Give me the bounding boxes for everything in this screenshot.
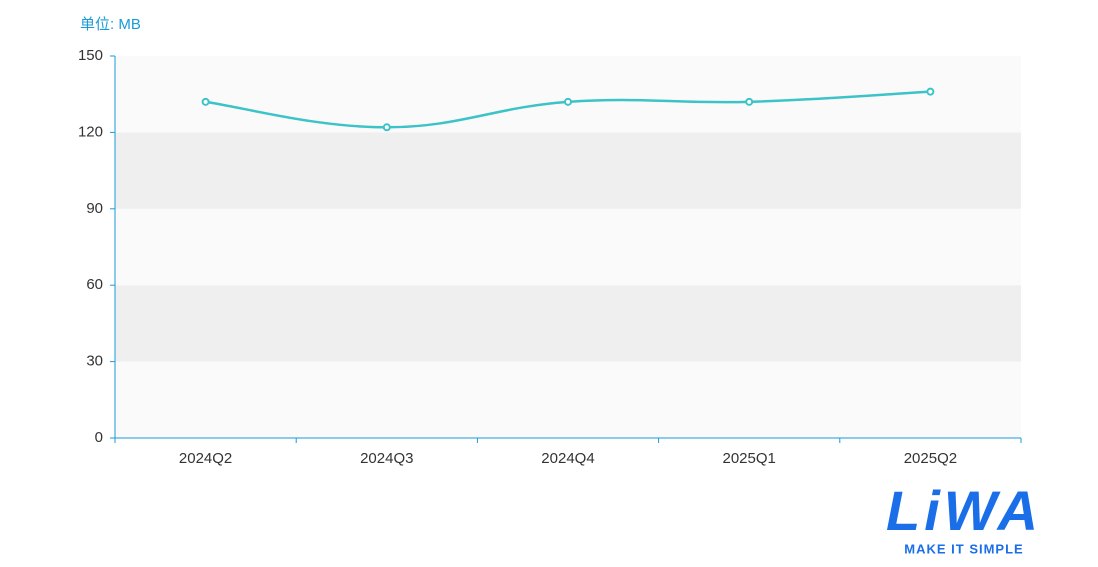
y-tick-label: 150 — [78, 47, 103, 64]
point — [201, 97, 210, 106]
logo-tagline: MAKE IT SIMPLE — [904, 541, 1023, 556]
split-area — [115, 56, 1021, 133]
y-tick-label: 120 — [78, 123, 103, 140]
x-tick-label: 2025Q2 — [904, 450, 957, 467]
split-area — [115, 132, 1021, 209]
x-tick-label: 2024Q2 — [179, 450, 232, 467]
y-tick-label: 0 — [95, 429, 103, 446]
split-area — [115, 361, 1021, 438]
x-tick-label: 2024Q3 — [360, 450, 413, 467]
split-area — [115, 208, 1021, 286]
unit-label: 单位: MB — [80, 16, 141, 33]
y-tick-label: 60 — [86, 276, 103, 293]
x-tick-label: 2024Q4 — [541, 450, 594, 467]
x-tick-label: 2025Q1 — [723, 450, 776, 467]
y-tick-label: 30 — [86, 353, 103, 370]
point — [926, 87, 935, 96]
split-area — [115, 285, 1021, 362]
point — [745, 97, 754, 106]
logo: LiWA — [886, 479, 1042, 542]
point — [382, 123, 391, 132]
point — [564, 97, 572, 106]
y-tick-label: 90 — [86, 200, 103, 217]
